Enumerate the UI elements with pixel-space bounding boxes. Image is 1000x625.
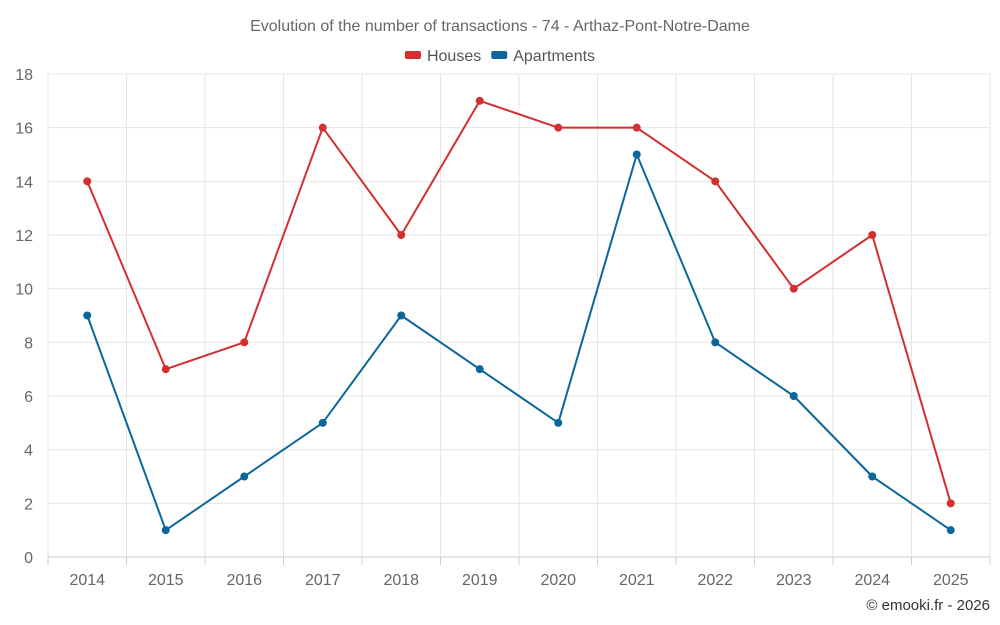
x-tick-label: 2014: [69, 572, 105, 589]
y-axis-ticks: 0 2 4 6 8 10 12 14 16 18: [15, 67, 33, 567]
axes: [47, 556, 991, 565]
apartments-point[interactable]: [946, 526, 955, 535]
houses-point[interactable]: [161, 365, 170, 374]
apartments-point[interactable]: [554, 418, 563, 427]
houses-point[interactable]: [397, 231, 406, 239]
apartments-point[interactable]: [161, 526, 170, 535]
houses-point[interactable]: [83, 177, 92, 186]
x-tick-label: 2017: [305, 572, 341, 589]
credit-text: © emooki.fr - 2026: [866, 597, 990, 614]
y-tick-label: 12: [15, 228, 33, 245]
x-tick-label: 2024: [854, 572, 890, 589]
x-tick-label: 2022: [697, 572, 733, 589]
houses-point[interactable]: [789, 284, 798, 293]
houses-point[interactable]: [868, 231, 877, 239]
apartments-point[interactable]: [868, 472, 877, 481]
apartments-point[interactable]: [475, 365, 484, 374]
legend-label-apartments: Apartments: [513, 48, 595, 65]
houses-point[interactable]: [318, 123, 327, 132]
x-axis-ticks: 2014 2015 2016 2017 2018 2019 2020 2021 2022 2023…: [69, 572, 968, 589]
apartments-point[interactable]: [397, 311, 406, 320]
apartments-line: [86, 153, 952, 532]
houses-point[interactable]: [554, 123, 563, 132]
x-tick-label: 2019: [462, 572, 498, 589]
apartments-point[interactable]: [318, 418, 327, 427]
houses-point[interactable]: [475, 96, 484, 105]
legend: Houses Apartments: [404, 48, 595, 65]
x-tick-label: 2015: [148, 572, 184, 589]
y-tick-label: 6: [24, 389, 33, 406]
y-tick-label: 14: [15, 174, 33, 191]
y-tick-label: 0: [24, 550, 33, 567]
x-tick-label: 2020: [540, 572, 576, 589]
houses-point[interactable]: [946, 499, 955, 508]
x-tick-label: 2023: [776, 572, 812, 589]
legend-item-apartments[interactable]: Apartments: [491, 48, 595, 65]
houses-point[interactable]: [711, 177, 720, 186]
apartments-point[interactable]: [632, 150, 641, 159]
apartments-point[interactable]: [711, 338, 720, 347]
legend-swatch-houses: [404, 51, 421, 59]
x-tick-label: 2025: [933, 572, 969, 589]
y-tick-label: 18: [15, 67, 33, 84]
legend-item-houses[interactable]: Houses: [404, 48, 481, 65]
y-tick-label: 4: [24, 443, 33, 460]
grid: [47, 73, 991, 557]
y-tick-label: 10: [15, 282, 33, 299]
x-tick-label: 2016: [226, 572, 262, 589]
series-layer: [83, 96, 955, 535]
legend-swatch-apartments: [491, 51, 508, 59]
legend-label-houses: Houses: [427, 48, 481, 65]
houses-point[interactable]: [632, 123, 641, 132]
chart-title: Evolution of the number of transactions …: [250, 18, 750, 35]
y-tick-label: 8: [24, 335, 33, 352]
houses-point[interactable]: [240, 338, 249, 347]
apartments-point[interactable]: [83, 311, 92, 320]
series-houses: [83, 96, 955, 508]
y-tick-label: 16: [15, 121, 33, 138]
apartments-point[interactable]: [240, 472, 249, 481]
houses-line: [86, 99, 952, 504]
x-tick-label: 2018: [383, 572, 419, 589]
apartments-point[interactable]: [789, 392, 798, 400]
y-tick-label: 2: [24, 496, 33, 513]
x-tick-label: 2021: [619, 572, 655, 589]
series-apartments: [83, 150, 955, 535]
